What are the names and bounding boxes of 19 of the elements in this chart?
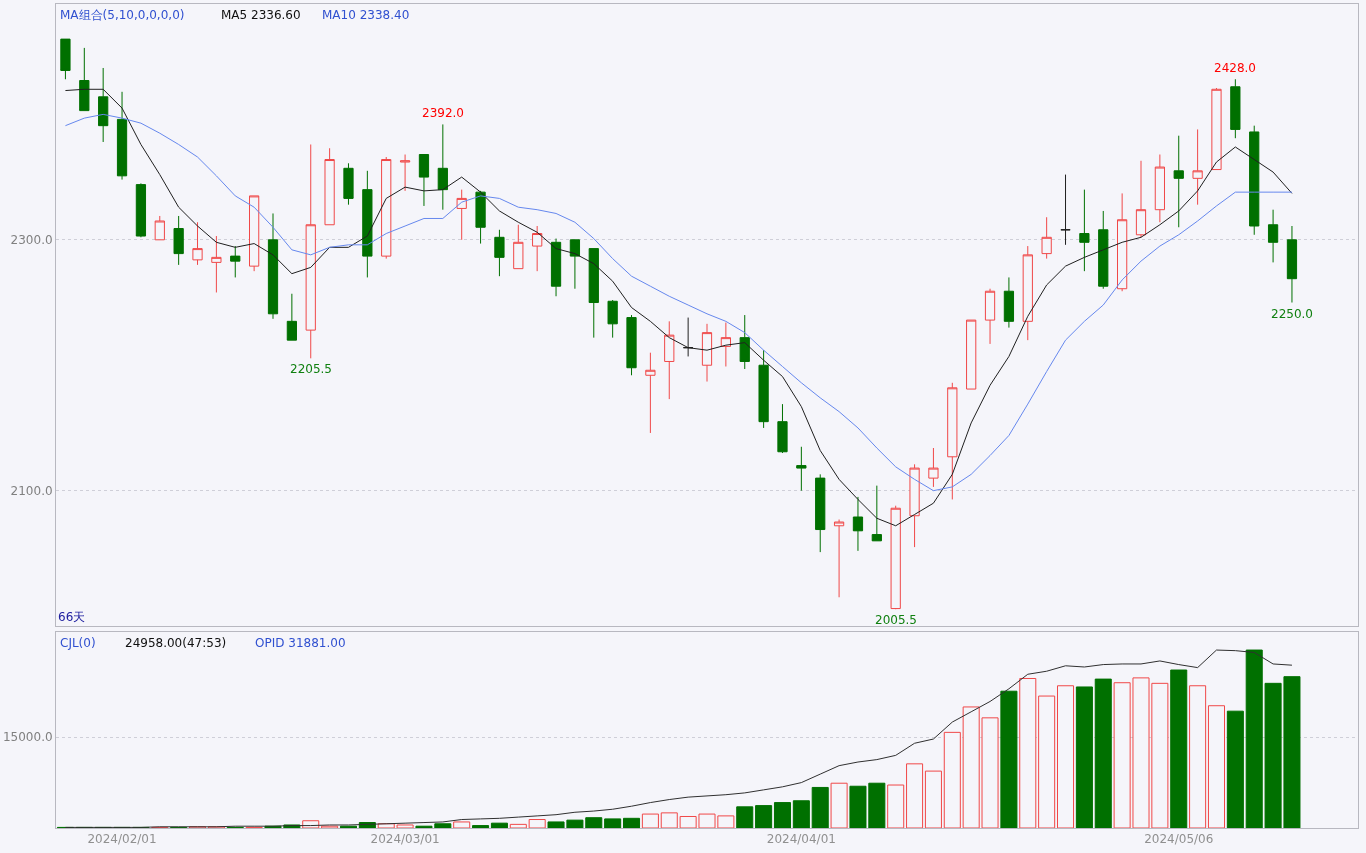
annotation: MA组合(5,10,0,0,0,0) — [60, 8, 185, 22]
x-tick-label: 2024/02/01 — [87, 832, 157, 847]
y-tick-label: 15000.0 — [2, 730, 53, 745]
x-tick-label: 2024/03/01 — [370, 832, 440, 847]
annotation: 2205.5 — [290, 362, 332, 376]
x-tick-label: 2024/04/01 — [766, 832, 836, 847]
annotation: MA10 2338.40 — [322, 8, 410, 22]
annotation: 2428.0 — [1214, 61, 1256, 75]
annotation: OPID 31881.00 — [255, 636, 346, 650]
x-tick-label: 2024/05/06 — [1144, 832, 1214, 847]
annotation: CJL(0) — [60, 636, 96, 650]
annotation: 2392.0 — [422, 106, 464, 120]
annotation: 66天 — [58, 610, 86, 624]
annotation: MA5 2336.60 — [221, 8, 301, 22]
annotation: 24958.00(47:53) — [125, 636, 227, 650]
y-tick-label: 2300.0 — [10, 233, 53, 247]
annotation: 2250.0 — [1271, 307, 1313, 321]
annotation: 2005.5 — [875, 613, 917, 627]
y-tick-label: 2100.0 — [10, 483, 53, 498]
